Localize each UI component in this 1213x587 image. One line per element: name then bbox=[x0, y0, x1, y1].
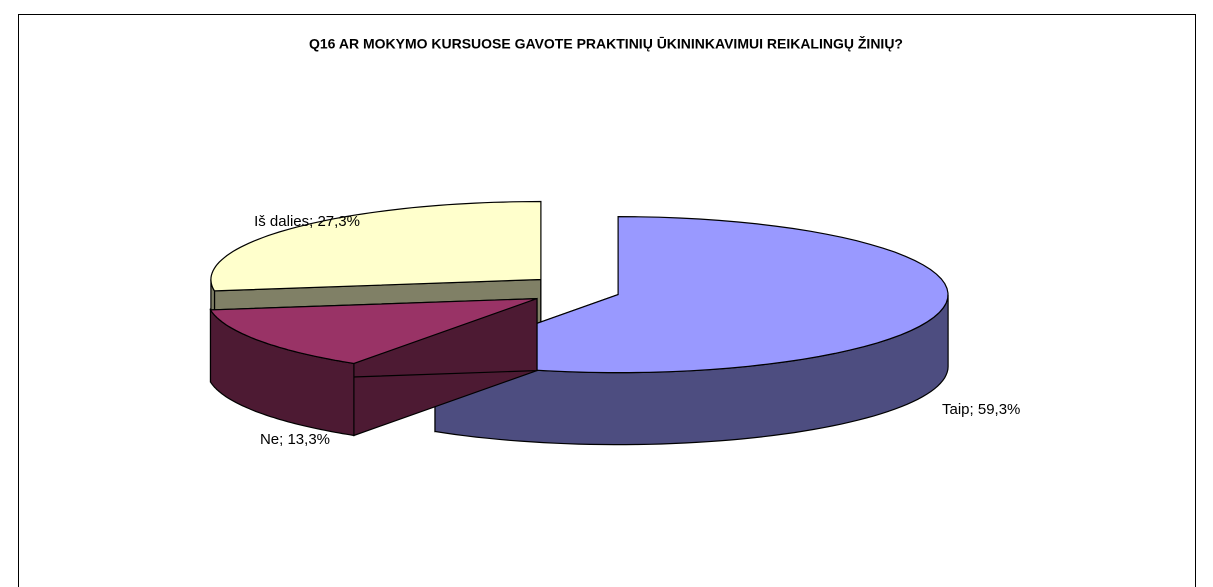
data-label: Iš dalies; 27,3% bbox=[254, 213, 360, 230]
pie-slice bbox=[434, 215, 949, 374]
pie-slice bbox=[209, 298, 538, 365]
data-label: Taip; 59,3% bbox=[942, 401, 1020, 418]
data-label: Ne; 13,3% bbox=[260, 431, 330, 448]
chart-title: Q16 AR MOKYMO KURSUOSE GAVOTE PRAKTINIŲ … bbox=[309, 35, 903, 52]
pie-slice bbox=[210, 200, 542, 292]
